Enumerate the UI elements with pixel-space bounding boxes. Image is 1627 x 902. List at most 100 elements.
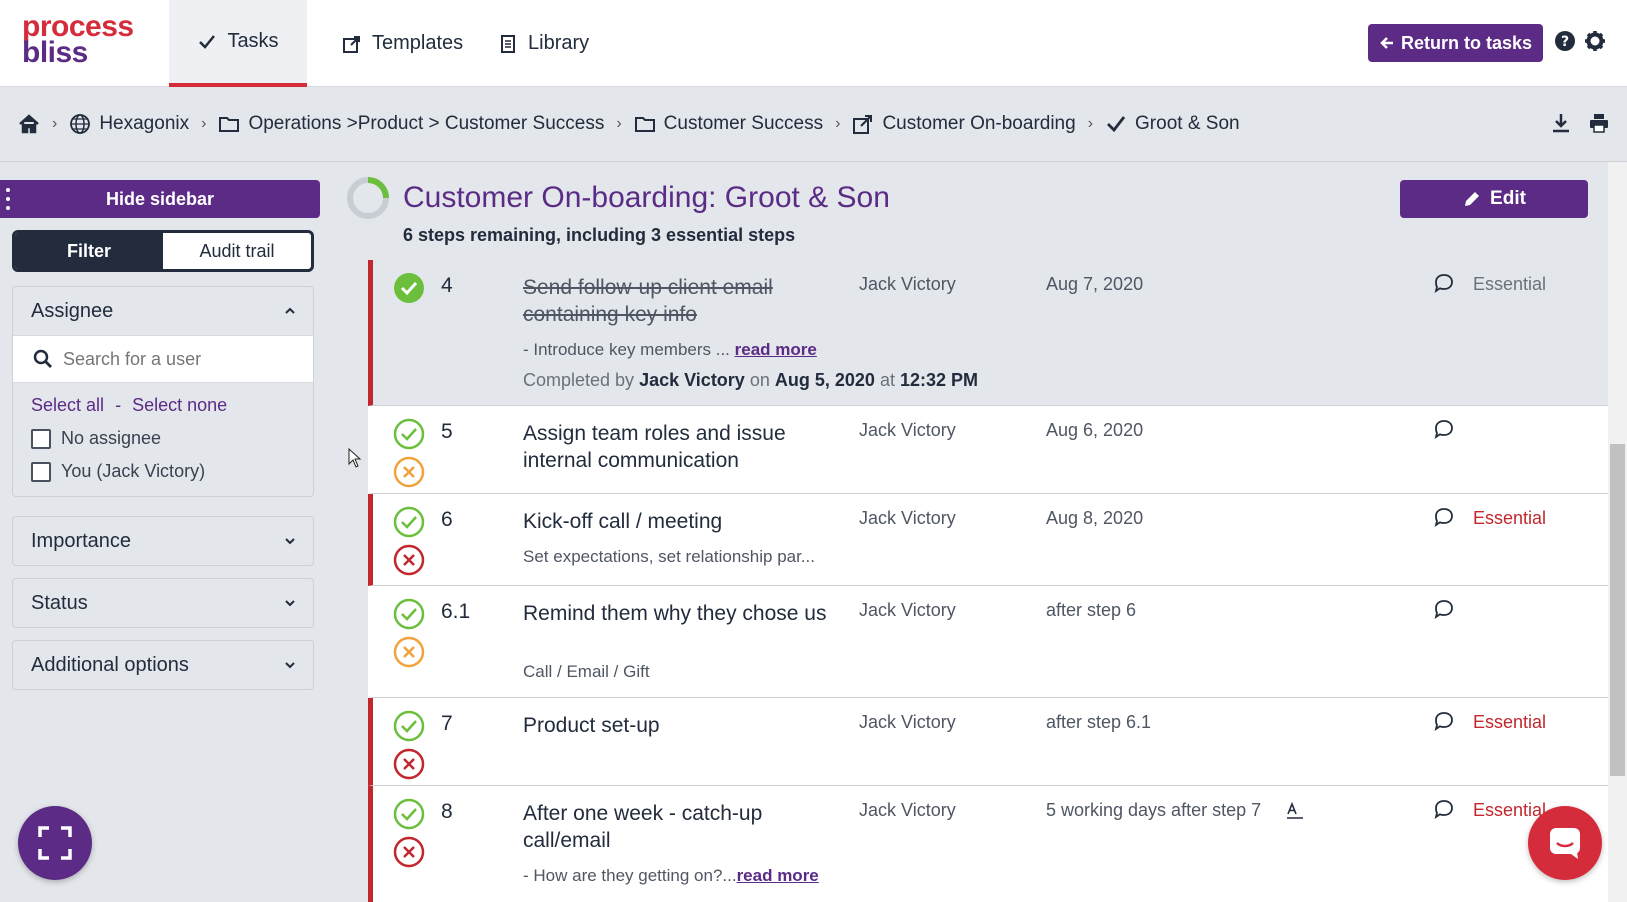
complete-step-icon[interactable] bbox=[393, 798, 425, 830]
skip-step-icon[interactable] bbox=[393, 456, 425, 488]
logo-text-process: process bbox=[22, 10, 134, 43]
scrollbar-thumb[interactable] bbox=[1610, 444, 1625, 776]
additional-options-title: Additional options bbox=[31, 653, 189, 676]
tab-filter[interactable]: Filter bbox=[15, 233, 163, 269]
checkbox-box[interactable] bbox=[31, 461, 51, 482]
step-description: Set expectations, set relationship par..… bbox=[523, 547, 816, 566]
essential-badge: Essential bbox=[1473, 712, 1547, 732]
step-name[interactable]: Send follow-up client email containing k… bbox=[523, 276, 773, 326]
step-row: 8 After one week - catch-up call/email J… bbox=[368, 786, 1608, 902]
fullscreen-button[interactable] bbox=[18, 806, 92, 880]
read-more-link[interactable]: read more bbox=[736, 866, 819, 885]
hide-sidebar-button[interactable]: Hide sidebar bbox=[0, 180, 320, 218]
logo-text-bliss: bliss bbox=[22, 36, 88, 69]
additional-options-panel[interactable]: Additional options bbox=[12, 640, 314, 690]
assignee-panel-header[interactable]: Assignee bbox=[13, 287, 313, 335]
step-due-date: Aug 6, 2020 bbox=[1046, 420, 1144, 440]
step-due-date: after step 6.1 bbox=[1046, 712, 1152, 732]
step-name[interactable]: Product set-up bbox=[523, 714, 660, 737]
completed-date: Aug 5, 2020 bbox=[774, 370, 875, 390]
completed-prefix: Completed by bbox=[523, 370, 635, 390]
status-filter-panel[interactable]: Status bbox=[12, 578, 314, 628]
download-icon[interactable] bbox=[1550, 112, 1572, 134]
search-icon bbox=[33, 349, 52, 368]
tab-library[interactable]: Library bbox=[498, 0, 589, 87]
breadcrumb-home[interactable] bbox=[18, 113, 40, 135]
step-due-date: after step 6 bbox=[1046, 600, 1137, 620]
folder-icon bbox=[634, 117, 655, 132]
description-text: - Introduce key members ... bbox=[523, 340, 735, 359]
breadcrumb-separator: › bbox=[201, 115, 207, 132]
checkbox-label: You (Jack Victory) bbox=[61, 461, 206, 481]
chat-launcher-button[interactable] bbox=[1528, 806, 1602, 880]
help-icon[interactable]: ? bbox=[1554, 30, 1576, 52]
select-none-link[interactable]: Select none bbox=[132, 395, 228, 415]
skip-step-icon[interactable] bbox=[393, 836, 425, 868]
you-assignee-checkbox[interactable]: You (Jack Victory) bbox=[13, 455, 313, 496]
drag-handle-icon[interactable] bbox=[6, 188, 10, 210]
no-assignee-checkbox[interactable]: No assignee bbox=[13, 422, 313, 455]
process-bliss-logo[interactable]: process bliss bbox=[22, 10, 134, 69]
checkbox-box[interactable] bbox=[31, 428, 51, 449]
top-navigation: process bliss Tasks Templates Library Re… bbox=[0, 0, 1627, 87]
comment-icon[interactable] bbox=[1433, 418, 1455, 440]
completed-check-icon[interactable] bbox=[393, 272, 425, 304]
step-row: 6.1 Remind them why they chose us Jack V… bbox=[368, 586, 1608, 698]
breadcrumb-separator: › bbox=[52, 115, 58, 132]
user-search-box bbox=[13, 335, 313, 383]
document-icon bbox=[501, 34, 515, 53]
breadcrumb-current-task[interactable]: Groot & Son bbox=[1105, 113, 1240, 135]
additional-options-header[interactable]: Additional options bbox=[13, 641, 313, 689]
step-name[interactable]: After one week - catch-up call/email bbox=[523, 802, 763, 852]
gear-icon[interactable] bbox=[1584, 30, 1606, 52]
return-to-tasks-button[interactable]: Return to tasks bbox=[1368, 24, 1543, 62]
breadcrumb-operations-folder[interactable]: Operations >Product > Customer Success bbox=[218, 113, 604, 135]
page-title: Customer On-boarding: Groot & Son bbox=[403, 181, 890, 214]
complete-step-icon[interactable] bbox=[393, 418, 425, 450]
print-icon[interactable] bbox=[1588, 112, 1610, 134]
check-icon bbox=[1107, 116, 1126, 133]
complete-step-icon[interactable] bbox=[393, 506, 425, 538]
step-name[interactable]: Remind them why they chose us bbox=[523, 602, 827, 625]
importance-filter-panel[interactable]: Importance bbox=[12, 516, 314, 566]
breadcrumb-template[interactable]: Customer On-boarding bbox=[852, 113, 1076, 135]
complete-step-icon[interactable] bbox=[393, 598, 425, 630]
comment-icon[interactable] bbox=[1433, 598, 1455, 620]
completed-by-user: Jack Victory bbox=[639, 370, 745, 390]
breadcrumb-label: Customer Success bbox=[663, 113, 824, 134]
comment-icon[interactable] bbox=[1433, 506, 1455, 528]
status-panel-header[interactable]: Status bbox=[13, 579, 313, 627]
chevron-up-icon bbox=[285, 307, 295, 314]
breadcrumb-customer-success-folder[interactable]: Customer Success bbox=[634, 113, 823, 135]
tab-audit-trail[interactable]: Audit trail bbox=[163, 233, 311, 269]
step-assignee: Jack Victory bbox=[859, 508, 956, 528]
step-assignee: Jack Victory bbox=[859, 712, 956, 732]
tab-label: Templates bbox=[372, 32, 464, 54]
step-number: 8 bbox=[441, 800, 453, 823]
breadcrumb-hexagonix[interactable]: Hexagonix bbox=[69, 113, 189, 135]
importance-panel-header[interactable]: Importance bbox=[13, 517, 313, 565]
skip-step-icon[interactable] bbox=[393, 636, 425, 668]
comment-icon[interactable] bbox=[1433, 798, 1455, 820]
select-all-link[interactable]: Select all bbox=[31, 395, 105, 415]
tab-templates[interactable]: Templates bbox=[342, 0, 463, 87]
read-more-link[interactable]: read more bbox=[734, 340, 817, 359]
select-separator: - bbox=[115, 395, 122, 415]
tab-tasks[interactable]: Tasks bbox=[169, 0, 307, 87]
svg-text:?: ? bbox=[1561, 34, 1569, 50]
select-links: Select all - Select none bbox=[13, 383, 313, 422]
edit-button[interactable]: Edit bbox=[1400, 180, 1588, 218]
step-row: 5 Assign team roles and issue internal c… bbox=[368, 406, 1608, 494]
complete-step-icon[interactable] bbox=[393, 710, 425, 742]
comment-icon[interactable] bbox=[1433, 710, 1455, 732]
step-description: - How are they getting on?...read more bbox=[523, 866, 819, 886]
completed-at-text: at bbox=[879, 370, 895, 390]
step-name[interactable]: Kick-off call / meeting bbox=[523, 510, 723, 533]
step-name[interactable]: Assign team roles and issue internal com… bbox=[523, 422, 786, 472]
template-export-icon bbox=[853, 115, 873, 134]
skip-step-icon[interactable] bbox=[393, 748, 425, 780]
user-search-input[interactable] bbox=[63, 348, 283, 370]
skip-step-icon[interactable] bbox=[393, 544, 425, 576]
breadcrumb-label: Customer On-boarding bbox=[882, 113, 1076, 134]
comment-icon[interactable] bbox=[1433, 272, 1455, 294]
